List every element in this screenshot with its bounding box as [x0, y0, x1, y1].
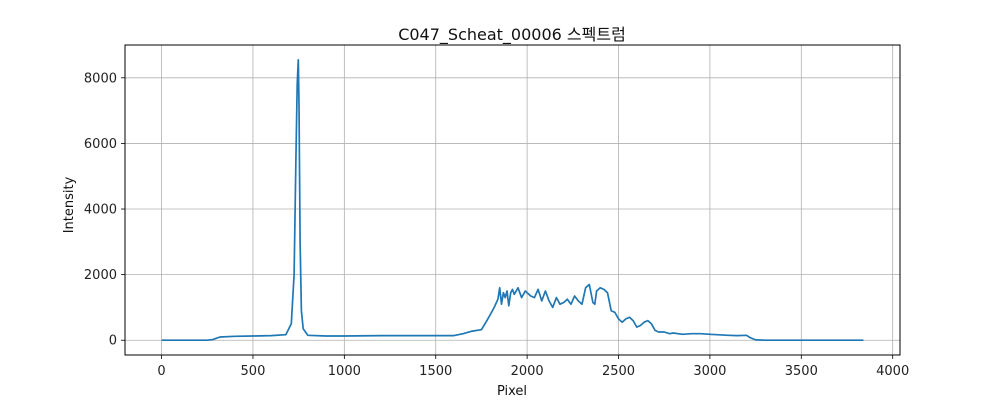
- x-tick-label: 500: [241, 364, 266, 379]
- spectrum-line: [161, 58, 864, 342]
- y-tick-label: 0: [109, 334, 117, 349]
- plot-area: [125, 45, 900, 355]
- y-tick-label: 2000: [84, 268, 117, 283]
- x-tick-label: 1000: [328, 364, 361, 379]
- x-tick-label: 3500: [785, 364, 818, 379]
- y-tick-label: 4000: [84, 203, 117, 218]
- y-tick-label: 6000: [84, 137, 117, 152]
- plot-frame: [124, 44, 901, 356]
- x-tick-label: 2500: [602, 364, 635, 379]
- x-axis-label: Pixel: [497, 384, 527, 399]
- x-tick-label: 1500: [419, 364, 452, 379]
- chart-title: C047_Scheat_00006 스펙트럼: [398, 25, 626, 45]
- y-axis-label: Intensity: [62, 176, 77, 233]
- x-tick-label: 0: [157, 364, 165, 379]
- x-tick-label: 4000: [876, 364, 909, 379]
- x-tick-label: 2000: [511, 364, 544, 379]
- axis-ticks: 0 500 1000 1500 2000 2500 3000 3500 4000 0 2000 400…: [84, 71, 909, 379]
- y-tick-label: 8000: [84, 71, 117, 86]
- x-tick-label: 3000: [693, 364, 726, 379]
- line-layer: [161, 58, 864, 342]
